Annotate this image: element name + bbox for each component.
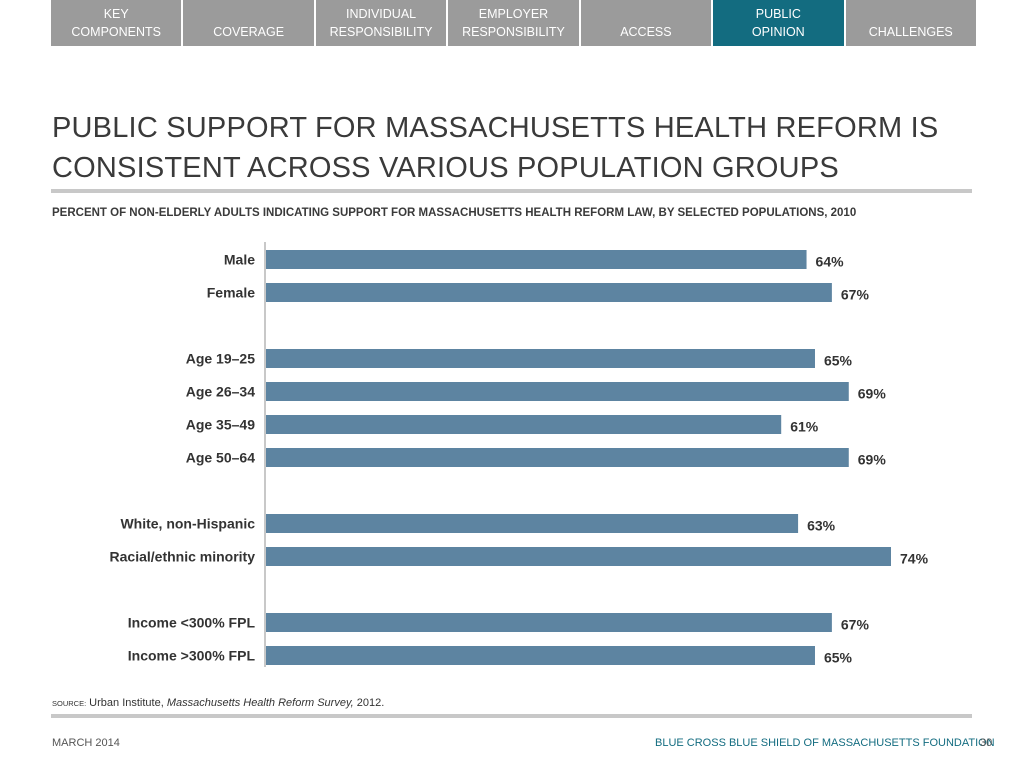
tab-label: INDIVIDUAL RESPONSIBILITY [329, 7, 433, 39]
tab-public-opinion[interactable]: PUBLIC OPINION [713, 0, 844, 46]
data-label: 64% [816, 254, 845, 270]
tab-label: CHALLENGES [868, 25, 953, 39]
bar [266, 514, 799, 533]
tab-employer-responsibility[interactable]: EMPLOYER RESPONSIBILITY [448, 0, 579, 46]
tab-label: KEY COMPONENTS [71, 7, 161, 39]
data-label: 63% [807, 518, 836, 534]
category-label: Income >300% FPL [128, 648, 256, 664]
category-label: Age 19–25 [186, 351, 255, 367]
chart-title: PERCENT OF NON-ELDERLY ADULTS INDICATING… [52, 207, 857, 219]
data-label: 67% [841, 287, 870, 303]
category-label: Income <300% FPL [128, 615, 256, 631]
data-label: 69% [858, 386, 887, 402]
bar [266, 349, 815, 368]
footer-date: MARCH 2014 [52, 737, 120, 749]
tab-label: COVERAGE [213, 25, 285, 39]
tab-label: ACCESS [620, 25, 672, 39]
bar [266, 646, 815, 665]
category-label: White, non-Hispanic [120, 516, 255, 532]
tab-key-components[interactable]: KEY COMPONENTS [51, 0, 182, 46]
tab-access[interactable]: ACCESS [580, 0, 712, 46]
data-label: 65% [824, 650, 853, 666]
title-divider [51, 189, 972, 193]
data-label: 65% [824, 353, 853, 369]
bar [266, 382, 849, 401]
bar [266, 613, 832, 632]
data-label: 69% [858, 452, 887, 468]
footer-organization: BLUE CROSS BLUE SHIELD OF MASSACHUSETTS … [655, 737, 995, 749]
tab-coverage[interactable]: COVERAGE [183, 0, 314, 46]
tab-individual-responsibility[interactable]: INDIVIDUAL RESPONSIBILITY [315, 0, 447, 46]
bar [266, 283, 832, 302]
category-label: Age 26–34 [186, 384, 255, 400]
page-title: PUBLIC SUPPORT FOR MASSACHUSETTS HEALTH … [52, 112, 939, 184]
category-label: Age 50–64 [186, 450, 255, 466]
footer-divider [51, 714, 972, 718]
section-tabs: KEY COMPONENTS COVERAGE INDIVIDUAL RESPONS… [51, 0, 976, 46]
source-note: SOURCE: Urban Institute, Massachusetts He… [52, 697, 384, 709]
tab-label: PUBLIC OPINION [751, 7, 805, 39]
tab-label: EMPLOYER RESPONSIBILITY [462, 7, 565, 39]
bar [266, 547, 891, 566]
data-label: 61% [790, 419, 819, 435]
bar [266, 415, 782, 434]
source-label: SOURCE: [52, 699, 87, 708]
page-number: 30 [980, 737, 993, 749]
source-text: Urban Institute, [89, 697, 167, 709]
category-label: Age 35–49 [186, 417, 255, 433]
tab-challenges[interactable]: CHALLENGES [845, 0, 976, 46]
source-title: Massachusetts Health Reform Survey, [166, 697, 354, 709]
bar [266, 448, 849, 467]
category-label: Male [224, 252, 255, 268]
category-label: Female [207, 285, 255, 301]
category-label: Racial/ethnic minority [110, 549, 256, 565]
bar [266, 250, 807, 269]
source-year: 2012. [353, 697, 385, 709]
data-label: 67% [841, 617, 870, 633]
data-label: 74% [900, 551, 929, 567]
